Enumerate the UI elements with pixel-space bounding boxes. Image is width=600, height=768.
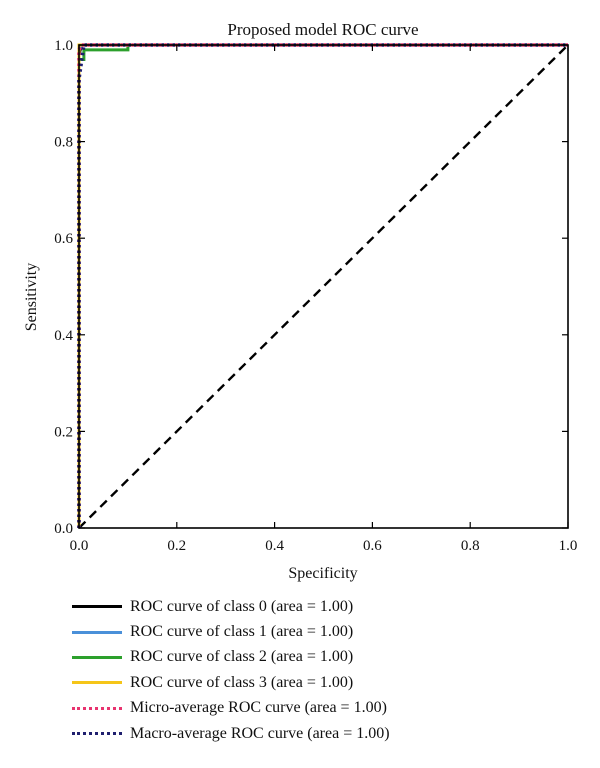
reference-diagonal-line [78, 44, 569, 529]
legend-item: ROC curve of class 1 (area = 1.00) [72, 619, 390, 644]
legend-swatch [72, 681, 122, 685]
y-axis-label: Sensitivity [23, 263, 40, 331]
legend-label: ROC curve of class 0 (area = 1.00) [130, 597, 354, 615]
legend: ROC curve of class 0 (area = 1.00) ROC cu… [72, 594, 390, 746]
x-tick-label: 0.2 [167, 538, 186, 554]
x-axis-label: Specificity [288, 565, 357, 582]
x-tick-label: 0.6 [363, 538, 382, 554]
y-tick-label: 0.8 [54, 135, 73, 151]
legend-swatch [72, 706, 122, 710]
legend-label: ROC curve of class 1 (area = 1.00) [130, 623, 354, 641]
legend-item: ROC curve of class 2 (area = 1.00) [72, 645, 390, 670]
legend-label: Macro-average ROC curve (area = 1.00) [130, 724, 390, 742]
legend-item: Macro-average ROC curve (area = 1.00) [72, 721, 390, 746]
legend-label: Micro-average ROC curve (area = 1.00) [130, 699, 387, 717]
x-tick-label: 0.8 [461, 538, 480, 554]
plot-area: 0.0 0.2 0.4 0.6 0.8 1.0 0.0 0.2 0.4 0.6 0.8 1.0 [54, 38, 577, 554]
x-tick-label: 0.0 [70, 538, 89, 554]
y-tick-label: 0.2 [54, 424, 73, 440]
legend-label: ROC curve of class 3 (area = 1.00) [130, 673, 354, 691]
legend-label: ROC curve of class 2 (area = 1.00) [130, 648, 354, 666]
y-tick-label: 0.4 [54, 328, 73, 344]
y-tick-label: 1.0 [54, 38, 73, 54]
x-tick-label: 1.0 [559, 538, 578, 554]
legend-item: ROC curve of class 0 (area = 1.00) [72, 594, 390, 619]
legend-swatch [72, 732, 122, 736]
x-tick-label: 0.4 [265, 538, 284, 554]
legend-item: Micro-average ROC curve (area = 1.00) [72, 696, 390, 721]
legend-item: ROC curve of class 3 (area = 1.00) [72, 670, 390, 695]
y-tick-label: 0.6 [54, 231, 73, 247]
legend-swatch [72, 630, 122, 634]
plot-frame [78, 44, 569, 529]
y-tick-label: 0.0 [54, 521, 73, 537]
legend-swatch [72, 655, 122, 659]
legend-swatch [72, 605, 122, 609]
chart-title: Proposed model ROC curve [227, 20, 418, 39]
